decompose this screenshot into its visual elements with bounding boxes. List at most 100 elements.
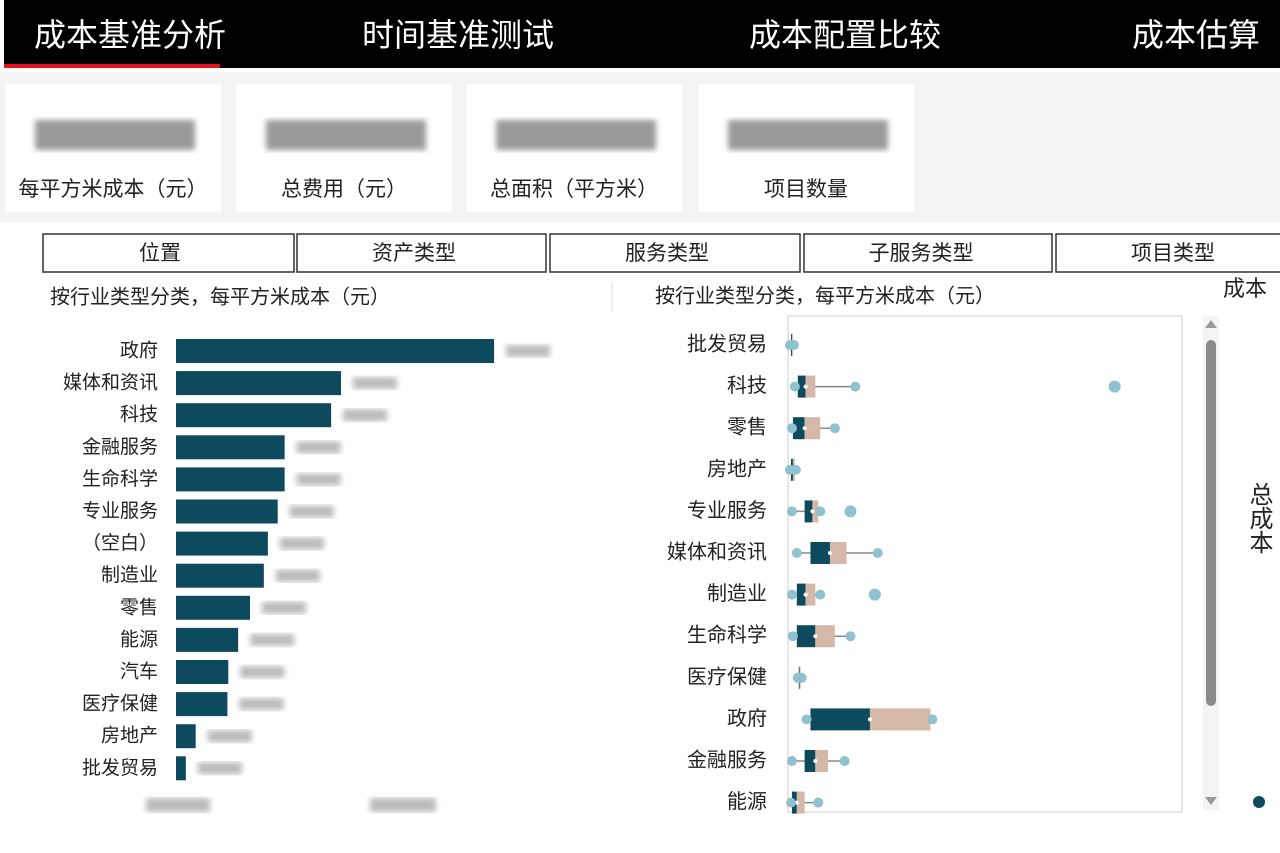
category-label: 医疗保健 xyxy=(687,664,767,688)
kpi-label: 总面积（平方米） xyxy=(490,177,658,201)
category-label: 金融服务 xyxy=(82,436,158,458)
nav-tab[interactable]: 成本估算 xyxy=(1132,16,1260,54)
median-dot xyxy=(802,426,807,431)
category-label: 科技 xyxy=(120,404,158,426)
filter-label[interactable]: 项目类型 xyxy=(1131,241,1215,265)
filter-button[interactable] xyxy=(42,233,295,273)
box-lower xyxy=(810,542,830,564)
bar xyxy=(176,724,196,749)
filter-button[interactable] xyxy=(296,233,547,273)
whisker-point xyxy=(786,589,797,600)
whisker-point xyxy=(789,381,800,392)
whisker-point xyxy=(788,340,799,350)
legend-dot xyxy=(1253,796,1265,808)
data-label-redacted xyxy=(506,345,551,357)
data-label-redacted xyxy=(197,762,242,775)
scroll-down[interactable] xyxy=(1205,797,1217,805)
data-label-redacted xyxy=(261,601,306,614)
kpi-label: 总费用（元） xyxy=(281,177,407,201)
category-label: 生命科学 xyxy=(687,623,767,647)
kpi-label: 每平方米成本（元） xyxy=(19,177,208,201)
category-label: 政府 xyxy=(727,706,767,730)
data-label-redacted xyxy=(343,409,388,422)
whisker-point xyxy=(801,714,812,725)
nav-tab[interactable]: 成本配置比较 xyxy=(749,16,941,54)
data-label-redacted xyxy=(250,633,295,646)
box-upper xyxy=(804,417,821,440)
kpi-label: 项目数量 xyxy=(764,177,848,201)
data-label-redacted xyxy=(296,473,341,486)
category-label: 媒体和资讯 xyxy=(63,372,158,394)
chart-title: 按行业类型分类，每平方米成本（元） xyxy=(655,284,995,308)
bar xyxy=(176,339,495,363)
data-label-redacted xyxy=(239,698,284,711)
bar xyxy=(176,371,341,396)
box-lower xyxy=(796,625,816,648)
side-card xyxy=(1238,440,1280,590)
nav-tab[interactable]: 成本基准分析 xyxy=(34,16,226,54)
category-label: 金融服务 xyxy=(687,748,767,772)
whisker-point xyxy=(786,423,797,434)
kpi-value-redacted xyxy=(35,120,195,150)
kpi-value-redacted xyxy=(728,120,888,150)
bar xyxy=(176,692,228,717)
category-label: 生命科学 xyxy=(82,468,158,490)
category-label: 制造业 xyxy=(707,581,767,605)
category-label: 房地产 xyxy=(707,456,767,480)
median-dot xyxy=(810,509,815,514)
whisker-point xyxy=(872,548,883,558)
whisker-point xyxy=(829,423,840,434)
nav-tab[interactable]: 时间基准测试 xyxy=(362,16,554,54)
bar xyxy=(176,467,285,492)
whisker-point xyxy=(786,756,797,766)
data-label-redacted xyxy=(279,537,324,550)
scrollbar-thumb[interactable] xyxy=(1206,340,1216,706)
whisker-point xyxy=(787,631,798,642)
side-label: 成本 xyxy=(1223,277,1267,302)
scroll-up[interactable] xyxy=(1205,320,1217,328)
whisker-point xyxy=(815,506,826,517)
bar xyxy=(176,627,239,652)
category-label: 汽车 xyxy=(120,661,158,683)
category-label: 零售 xyxy=(120,596,158,618)
category-label: 能源 xyxy=(727,789,767,813)
category-label: 医疗保健 xyxy=(82,693,158,715)
category-label: 零售 xyxy=(727,415,767,439)
outlier xyxy=(1108,380,1121,393)
bar xyxy=(176,499,278,524)
category-label: 制造业 xyxy=(101,564,158,586)
side-label: 总成本 xyxy=(1245,482,1273,554)
filter-button[interactable] xyxy=(549,233,801,273)
whisker-point xyxy=(785,797,796,808)
box-upper xyxy=(815,750,829,772)
bar xyxy=(176,435,285,460)
box-lower xyxy=(797,375,806,398)
outlier xyxy=(868,588,881,601)
category-label: 专业服务 xyxy=(82,500,158,522)
whisker-point xyxy=(813,797,824,808)
plot-frame xyxy=(787,315,1183,813)
box-lower xyxy=(796,583,806,606)
filter-button[interactable] xyxy=(803,233,1053,273)
box-upper xyxy=(805,583,816,606)
filter-label[interactable]: 服务类型 xyxy=(625,241,709,265)
bar xyxy=(176,660,229,684)
box-upper xyxy=(869,708,931,731)
bar xyxy=(176,563,264,588)
category-label: 批发贸易 xyxy=(82,757,158,779)
filter-button[interactable] xyxy=(1055,233,1280,273)
data-label-redacted xyxy=(352,377,397,390)
whisker-point xyxy=(786,506,797,517)
median-dot xyxy=(803,592,808,597)
bar xyxy=(176,595,250,620)
box-lower xyxy=(810,708,870,731)
median-dot xyxy=(867,717,872,722)
filter-label[interactable]: 子服务类型 xyxy=(869,241,974,265)
axis-label-redacted xyxy=(146,798,210,812)
filter-label[interactable]: 位置 xyxy=(139,241,181,265)
box-upper xyxy=(815,625,835,648)
kpi-value-redacted xyxy=(266,120,426,150)
active-tab-underline xyxy=(4,64,220,68)
filter-label[interactable]: 资产类型 xyxy=(372,241,456,265)
